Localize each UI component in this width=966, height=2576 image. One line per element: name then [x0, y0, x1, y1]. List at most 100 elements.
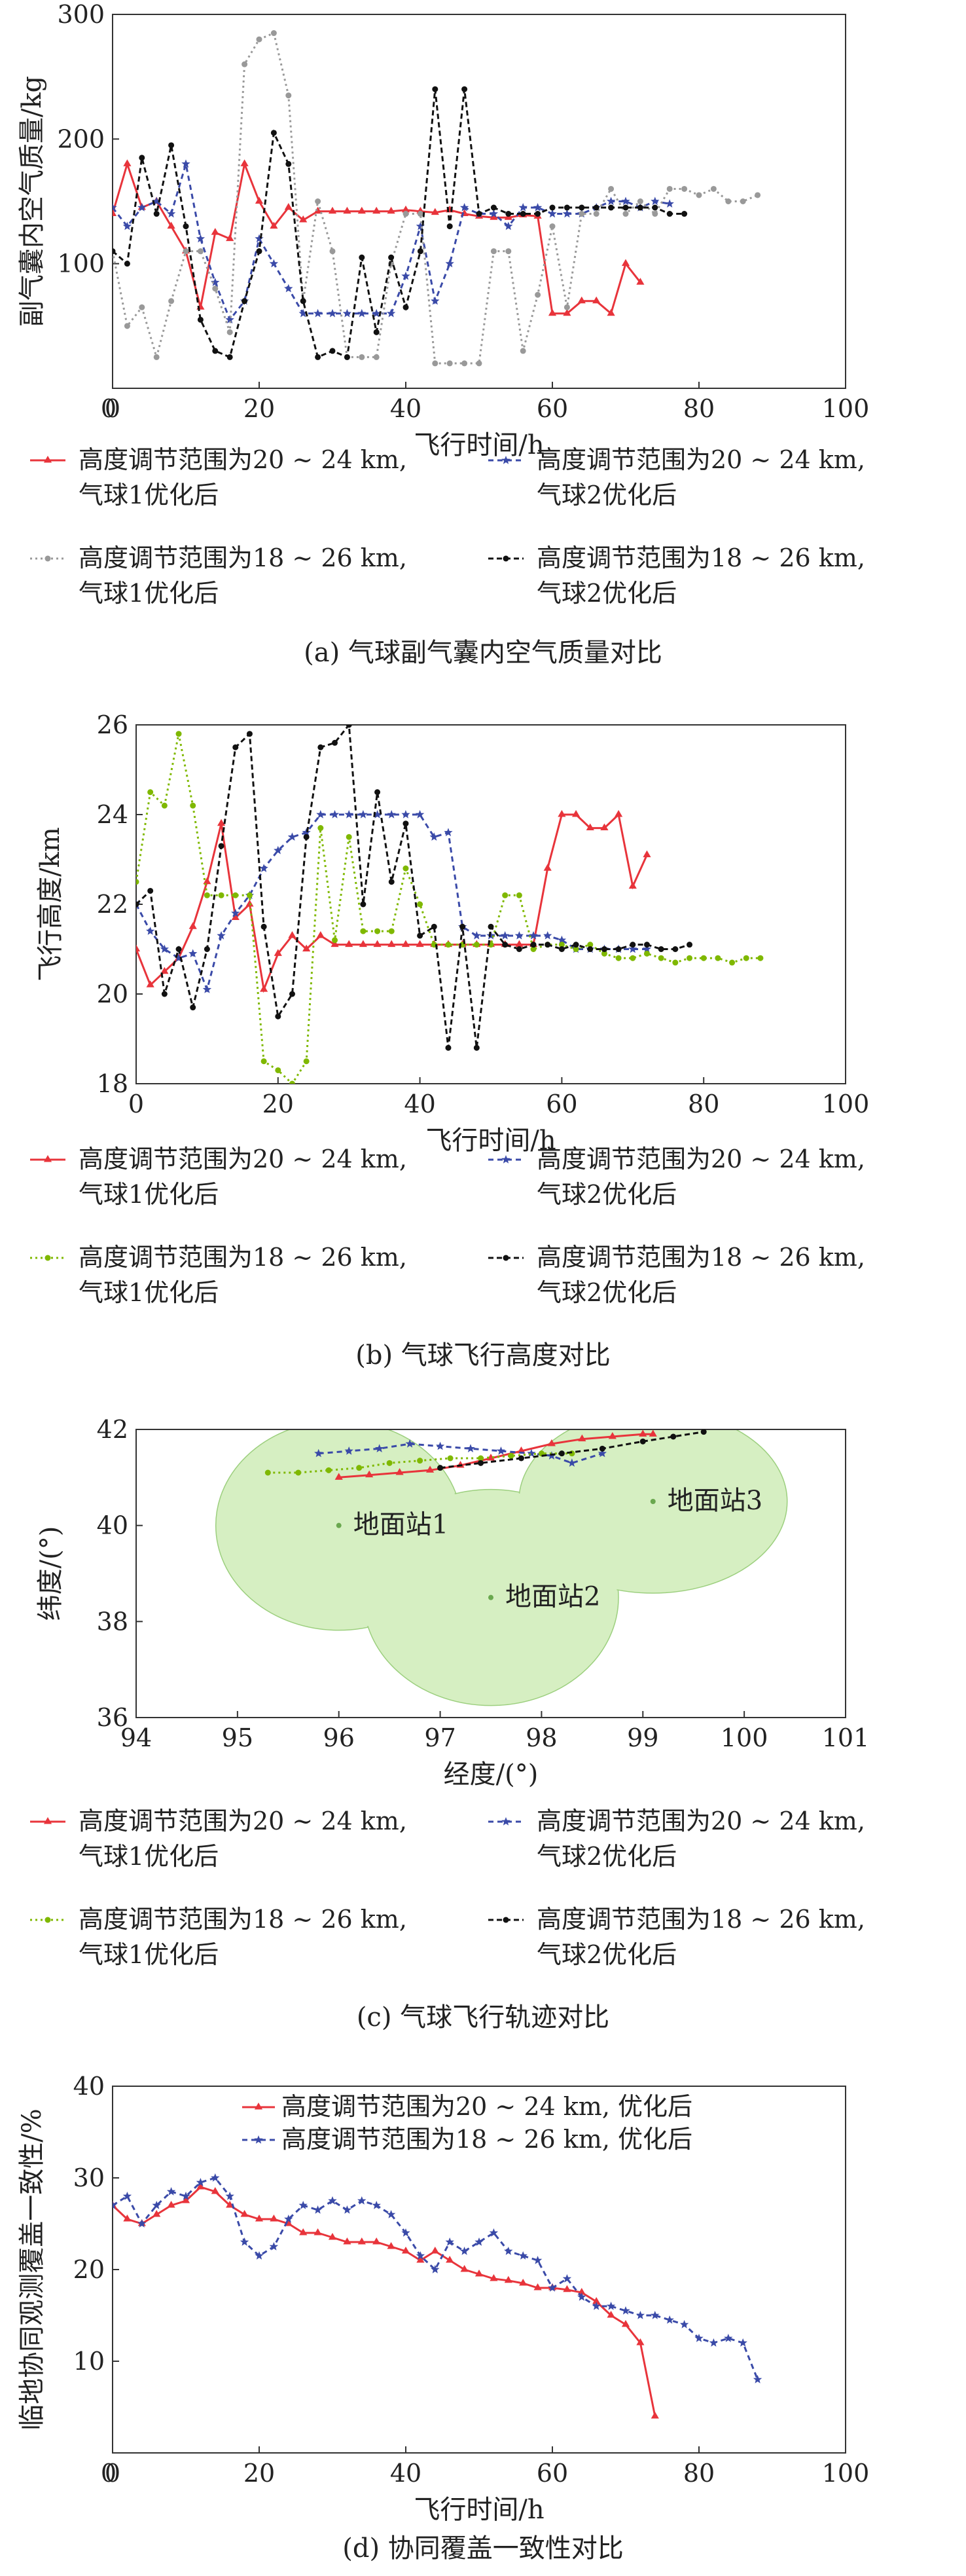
y-tick-label: 18	[97, 1069, 128, 1098]
legend-label: 高度调节范围为20 ~ 24 km,气球2优化后	[537, 1807, 865, 1871]
data-point	[725, 198, 731, 204]
data-point	[502, 892, 508, 898]
data-point	[550, 205, 556, 211]
data-point	[478, 1460, 484, 1466]
legend-label: 高度调节范围为18 ~ 26 km,气球1优化后	[79, 543, 407, 608]
data-point	[304, 1058, 310, 1064]
data-point	[753, 2375, 762, 2383]
data-point	[573, 942, 579, 948]
legend-label-line2: 气球2优化后	[537, 579, 677, 608]
data-point	[651, 2311, 659, 2319]
y-tick-label: 24	[97, 800, 128, 829]
data-point	[505, 248, 511, 254]
legend-label-line2: 气球1优化后	[79, 1180, 219, 1209]
data-point	[740, 198, 746, 204]
y-tick-label: 20	[73, 2255, 105, 2284]
data-point	[643, 851, 651, 858]
data-point	[445, 942, 451, 948]
data-point	[644, 951, 650, 957]
data-point	[666, 199, 674, 208]
data-point	[666, 2315, 674, 2324]
legend-label-line2: 气球1优化后	[79, 481, 219, 509]
y-tick-label: 40	[73, 2072, 105, 2101]
data-point	[558, 810, 565, 817]
data-point	[680, 2320, 689, 2328]
data-point	[343, 309, 351, 318]
data-point	[667, 186, 673, 192]
series-line	[113, 33, 758, 363]
legend-marker	[45, 556, 51, 562]
data-point	[652, 211, 658, 217]
data-point	[623, 211, 629, 217]
data-point	[608, 186, 614, 192]
data-point	[681, 211, 687, 217]
data-point	[332, 740, 338, 746]
data-point	[491, 248, 497, 254]
legend-label-line1: 高度调节范围为18 ~ 26 km,	[79, 1905, 407, 1934]
data-point	[387, 810, 396, 819]
legend-marker	[503, 556, 509, 562]
data-point	[701, 955, 707, 961]
data-point	[232, 745, 238, 750]
station-label: 地面站2	[505, 1582, 600, 1612]
data-point	[328, 309, 336, 318]
data-point	[448, 1456, 454, 1462]
data-point	[711, 186, 717, 192]
data-point	[241, 298, 247, 304]
data-point	[550, 223, 556, 229]
legend-label-line2: 气球1优化后	[79, 1940, 219, 1969]
station-marker	[336, 1523, 342, 1528]
data-point	[622, 259, 630, 267]
data-point	[644, 942, 650, 948]
series-line	[113, 2178, 758, 2380]
data-point	[358, 207, 366, 214]
data-point	[432, 86, 438, 92]
data-point	[345, 940, 353, 948]
data-point	[358, 2237, 366, 2245]
data-point	[183, 248, 189, 254]
data-point	[533, 203, 542, 212]
data-point	[739, 2338, 747, 2347]
data-point	[388, 255, 394, 261]
legend-label-line1: 高度调节范围为20 ~ 24 km,	[79, 445, 407, 474]
data-point	[621, 2306, 630, 2315]
x-tick-label: 100	[721, 1723, 768, 1752]
data-point	[147, 789, 153, 795]
data-point	[403, 211, 409, 217]
data-point	[724, 2334, 732, 2342]
legend-marker	[44, 456, 52, 463]
legend-marker	[44, 1817, 52, 1824]
y-tick-label: 26	[97, 710, 128, 739]
plot-area	[132, 722, 763, 1087]
data-point	[343, 207, 351, 214]
data-point	[134, 879, 139, 885]
data-point	[607, 2302, 615, 2310]
data-point	[275, 1014, 281, 1020]
data-point	[373, 940, 381, 948]
data-point	[204, 892, 210, 898]
data-point	[636, 2311, 645, 2319]
legend-label: 高度调节范围为20 ~ 24 km, 气球1优化后	[79, 1145, 407, 1209]
data-point	[437, 1465, 443, 1471]
data-point	[271, 30, 277, 36]
data-point	[123, 159, 131, 166]
data-point	[315, 354, 321, 360]
station-label: 地面站3	[668, 1486, 762, 1516]
data-point	[672, 946, 678, 952]
data-point	[146, 927, 154, 935]
data-point	[548, 309, 556, 316]
y-tick-label: 30	[73, 2163, 105, 2192]
data-point	[137, 203, 146, 212]
x-tick-label: 60	[537, 2459, 568, 2488]
legend-label: 高度调节范围为18 ~ 26 km,气球1优化后	[79, 1243, 407, 1307]
data-point	[417, 1458, 423, 1463]
chart-d: 0 20 40 60 80 100102030400飞行时间/h临地协同观测覆盖一致性/%…	[17, 2072, 869, 2564]
data-point	[670, 1434, 676, 1440]
data-point	[473, 931, 481, 940]
data-point	[559, 1450, 565, 1456]
data-point	[247, 731, 253, 737]
station-label: 地面站1	[353, 1510, 448, 1540]
legend-label: 高度调节范围为18 ~ 26 km, 优化后	[281, 2125, 692, 2154]
data-point	[401, 810, 410, 819]
x-tick-label: 95	[222, 1723, 253, 1752]
